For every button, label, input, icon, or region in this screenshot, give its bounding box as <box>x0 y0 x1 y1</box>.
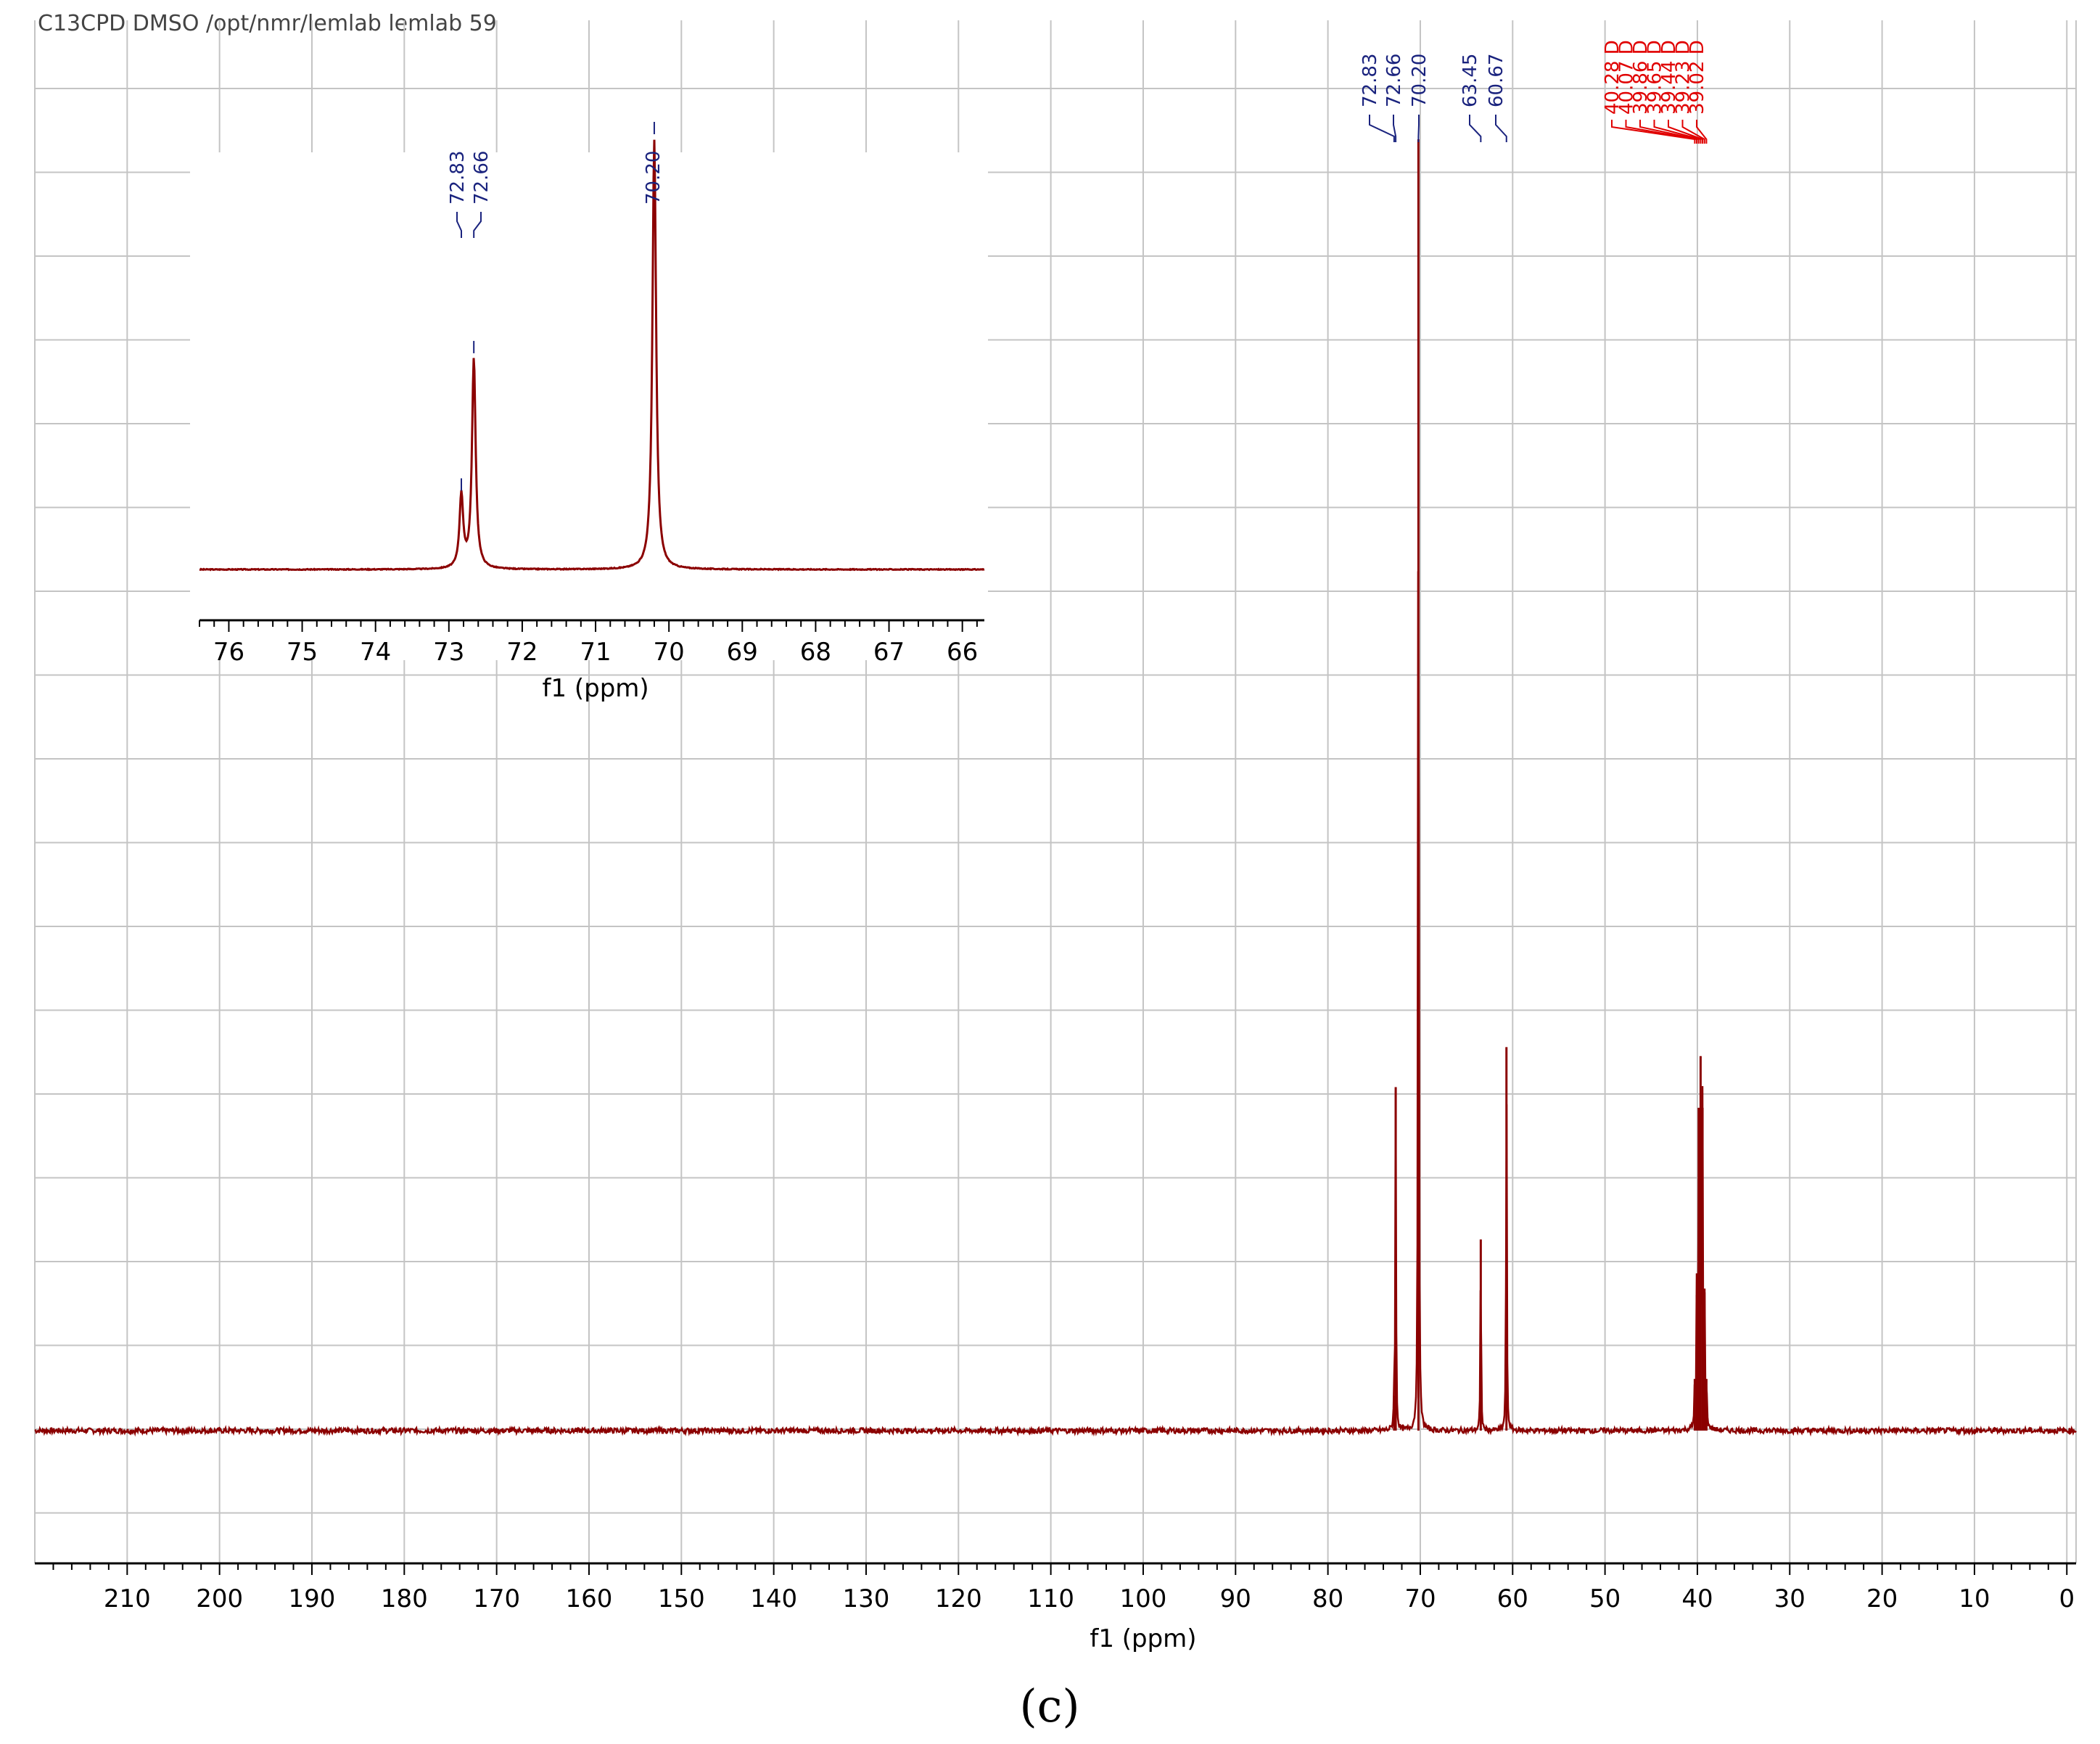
inset-spectrum-trace <box>199 139 985 572</box>
peak-label-70.20: 70.20 <box>1409 54 1430 107</box>
x-tick-label-210: 210 <box>104 1584 151 1613</box>
x-tick-label-10: 10 <box>1959 1584 1990 1613</box>
peak-leader-39.02 D <box>1696 120 1708 144</box>
inset-x-axis: 76 75 74 73 72 71 70 69 68 67 66 f1 (ppm) <box>199 619 984 703</box>
x-tick-label-20: 20 <box>1866 1584 1898 1613</box>
peak-leader-63.45 <box>1469 115 1482 142</box>
peak-label-63.45: 63.45 <box>1459 54 1481 107</box>
x-axis-title: f1 (ppm) <box>1090 1624 1196 1653</box>
inset-peak-leader-72.83 <box>456 212 463 238</box>
inset-plot <box>199 122 985 572</box>
inset-background <box>190 152 988 660</box>
inset-x-tick-label-76: 76 <box>213 638 244 667</box>
main-peak-labels: 72.83 72.66 70.20 63.45 60.67 40.28 D40.07 D3… <box>1359 40 1708 144</box>
inset-x-tick-label-69: 69 <box>727 638 758 667</box>
inset-x-tick-label-74: 74 <box>360 638 391 667</box>
inset-x-tick-label-66: 66 <box>947 638 978 667</box>
inset-peak-label-72.83: 72.83 <box>447 151 469 205</box>
panel-label: (c) <box>1019 1679 1079 1732</box>
peak-label-39.44 D: 39.44 D <box>1658 40 1680 115</box>
x-tick-label-140: 140 <box>750 1584 797 1613</box>
inset-x-tick-label-72: 72 <box>506 638 538 667</box>
inset-x-tick-label-73: 73 <box>433 638 464 667</box>
inset-peak-labels: 72.83 72.66 70.20 <box>447 151 664 238</box>
x-tick-label-0: 0 <box>2059 1584 2075 1613</box>
peak-label-39.86 D: 39.86 D <box>1630 40 1652 115</box>
inset-peak-label-72.66: 72.66 <box>471 151 493 205</box>
x-tick-label-190: 190 <box>289 1584 336 1613</box>
peak-leader-72.83 <box>1369 115 1395 142</box>
x-tick-label-40: 40 <box>1681 1584 1713 1613</box>
x-tick-label-50: 50 <box>1589 1584 1621 1613</box>
peak-leader-70.20 <box>1417 115 1420 142</box>
header-text: C13CPD DMSO /opt/nmr/lemlab lemlab 59 <box>38 11 497 36</box>
x-tick-label-130: 130 <box>843 1584 890 1613</box>
x-tick-label-90: 90 <box>1220 1584 1251 1613</box>
peak-label-60.67: 60.67 <box>1486 54 1507 107</box>
x-tick-label-170: 170 <box>473 1584 520 1613</box>
inset-peak-label-70.20: 70.20 <box>643 151 664 205</box>
inset-spectrum: 76 75 74 73 72 71 70 69 68 67 66 f1 (ppm) 72.83 72.6… <box>190 122 988 703</box>
x-tick-label-80: 80 <box>1312 1584 1343 1613</box>
peak-label-40.28 D: 40.28 D <box>1602 40 1623 115</box>
inset-peak-leader-72.66 <box>473 212 482 238</box>
x-tick-label-200: 200 <box>196 1584 243 1613</box>
x-tick-label-150: 150 <box>658 1584 705 1613</box>
x-tick-label-70: 70 <box>1404 1584 1436 1613</box>
peak-leader-39.23 D <box>1681 120 1705 144</box>
peak-label-72.66: 72.66 <box>1383 54 1405 107</box>
x-tick-label-110: 110 <box>1027 1584 1074 1613</box>
peak-leader-72.66 <box>1393 115 1397 142</box>
x-tick-label-100: 100 <box>1120 1584 1167 1613</box>
peak-leader-39.65 D <box>1653 120 1702 144</box>
peak-label-40.07 D: 40.07 D <box>1616 40 1638 115</box>
x-tick-label-160: 160 <box>566 1584 613 1613</box>
x-tick-label-120: 120 <box>935 1584 982 1613</box>
inset-x-tick-label-71: 71 <box>580 638 611 667</box>
x-tick-label-30: 30 <box>1774 1584 1805 1613</box>
inset-x-tick-label-75: 75 <box>287 638 318 667</box>
x-tick-label-180: 180 <box>381 1584 428 1613</box>
x-tick-label-60: 60 <box>1497 1584 1528 1613</box>
inset-x-tick-label-68: 68 <box>800 638 831 667</box>
peak-label-39.23 D: 39.23 D <box>1673 40 1695 115</box>
peak-leader-60.67 <box>1495 115 1507 142</box>
peak-label-39.02 D: 39.02 D <box>1687 40 1708 115</box>
inset-x-tick-label-67: 67 <box>873 638 905 667</box>
inset-x-tick-label-70: 70 <box>654 638 685 667</box>
peak-leader-40.28 D <box>1611 120 1696 144</box>
inset-x-axis-title: f1 (ppm) <box>542 674 648 703</box>
peak-leader-39.86 D <box>1639 120 1700 144</box>
peak-label-39.65 D: 39.65 D <box>1644 40 1666 115</box>
peak-leader-40.07 D <box>1625 120 1698 144</box>
spectrum-trace <box>34 571 2077 1437</box>
peak-label-72.83: 72.83 <box>1359 54 1381 107</box>
peak-leader-39.44 D <box>1668 120 1704 144</box>
main-spectrum <box>34 139 2077 1437</box>
main-x-axis: 210 200 190 180 170 160 150 140 130 120 110 100 90 80… <box>35 1562 2076 1653</box>
